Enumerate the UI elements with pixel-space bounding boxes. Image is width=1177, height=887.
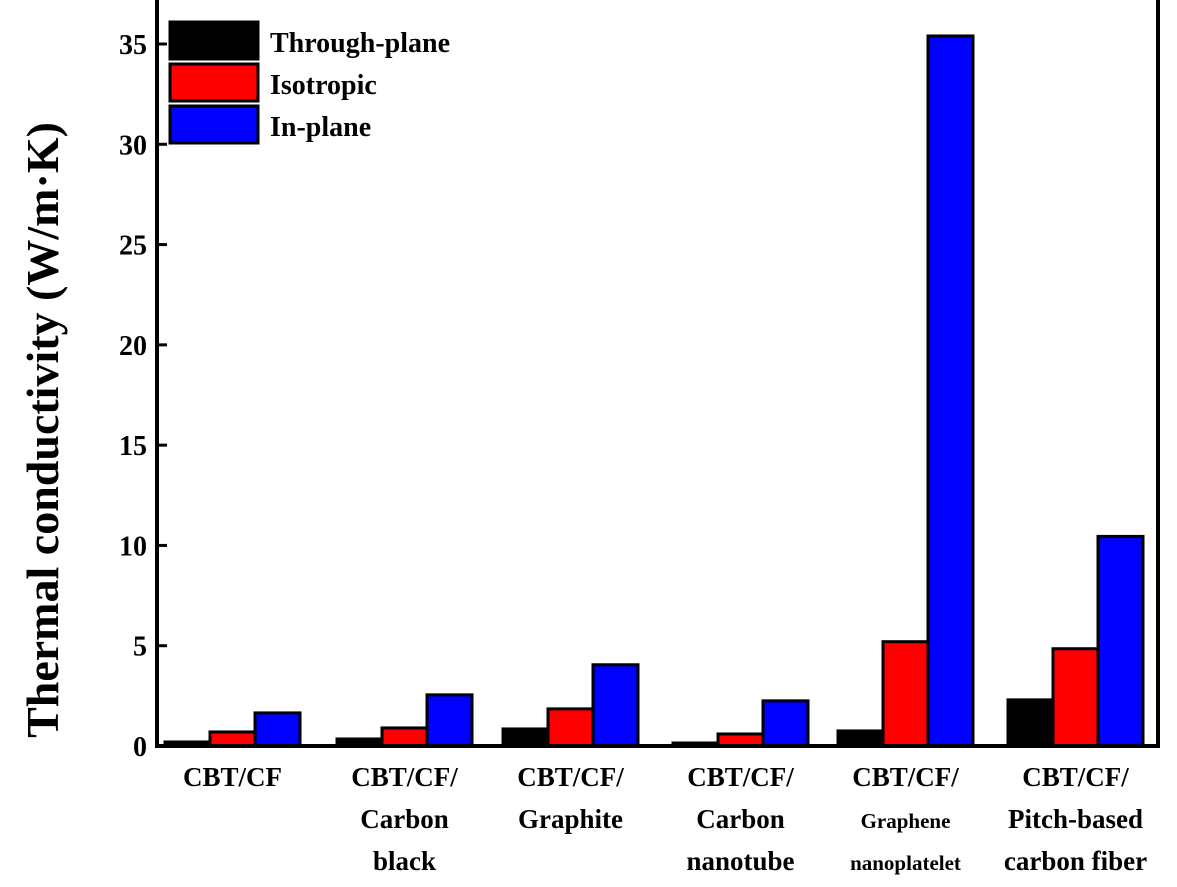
category-label: CBT/CF/ — [351, 762, 458, 792]
category-label: CBT/CF/ — [687, 762, 794, 792]
bar-in-plane-5 — [926, 34, 975, 748]
category-label: CBT/CF — [183, 762, 282, 792]
category-label: Graphite — [518, 804, 623, 834]
category-label: Graphene — [861, 809, 951, 833]
category-label: CBT/CF/ — [852, 762, 959, 792]
bar-through-plane-5 — [836, 729, 885, 748]
legend-label: In-plane — [270, 112, 371, 143]
y-tick-label: 25 — [119, 231, 147, 262]
legend-swatch — [168, 20, 260, 61]
y-tick-label: 30 — [119, 130, 147, 161]
bar-isotropic-6 — [1051, 647, 1100, 748]
bar-through-plane-3 — [501, 727, 550, 748]
y-tick-label: 10 — [119, 531, 147, 562]
y-axis-label: Thermal conductivity (W/m·K) — [17, 122, 68, 738]
bar-isotropic-3 — [546, 707, 595, 748]
y-tick-label: 5 — [133, 632, 147, 663]
legend-label: Isotropic — [270, 70, 377, 101]
legend-swatch — [168, 62, 260, 103]
bar-isotropic-1 — [208, 730, 257, 748]
category-label: Pitch-based — [1008, 804, 1143, 834]
bar-through-plane-6 — [1006, 698, 1055, 748]
bar-isotropic-2 — [380, 726, 429, 748]
category-label: Carbon — [696, 804, 785, 834]
bar-in-plane-6 — [1096, 534, 1145, 748]
legend-label: Through-plane — [270, 28, 450, 59]
legend-swatch — [168, 104, 260, 145]
bar-in-plane-4 — [761, 699, 810, 748]
y-tick-label: 0 — [133, 732, 147, 763]
category-label: black — [373, 846, 436, 876]
y-tick-label: 15 — [119, 431, 147, 462]
category-label: nanotube — [686, 846, 794, 876]
bar-isotropic-5 — [881, 640, 930, 748]
category-label: CBT/CF/ — [1022, 762, 1129, 792]
bar-in-plane-2 — [425, 693, 474, 748]
category-label: Carbon — [360, 804, 449, 834]
category-label: carbon fiber — [1004, 846, 1147, 876]
y-tick-label: 20 — [119, 331, 147, 362]
y-tick-label: 35 — [119, 30, 147, 61]
bar-in-plane-3 — [591, 663, 640, 748]
category-label: CBT/CF/ — [517, 762, 624, 792]
bar-in-plane-1 — [253, 711, 302, 748]
category-label: nanoplatelet — [850, 851, 961, 875]
